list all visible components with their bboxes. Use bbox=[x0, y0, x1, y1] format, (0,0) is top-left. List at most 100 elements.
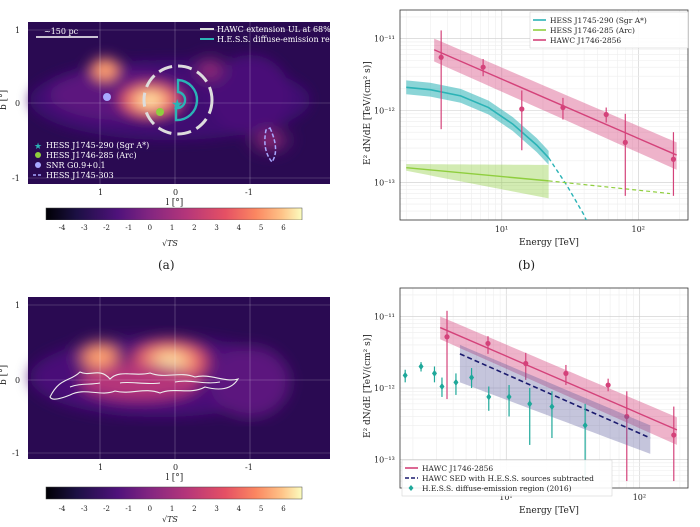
data-point bbox=[622, 139, 628, 146]
legend-box bbox=[401, 459, 613, 497]
y-tick-label: 10⁻¹² bbox=[374, 384, 395, 393]
legend-label: HESS J1746-285 (Arc) bbox=[550, 26, 635, 35]
colorbar-tick: 0 bbox=[148, 505, 152, 513]
map-c-xtick-1: 1 bbox=[98, 463, 103, 472]
colorbar-tick: 6 bbox=[281, 505, 286, 513]
map-c-xtick-m1: -1 bbox=[245, 463, 253, 472]
legend-hawc-ul-label: HAWC extension UL at 68% CL bbox=[217, 25, 345, 34]
data-point bbox=[563, 370, 569, 376]
map-a-ylabel: b [°] bbox=[0, 90, 9, 110]
series-line bbox=[406, 167, 549, 182]
legend-sgra-icon: ★ bbox=[34, 142, 42, 152]
colorbar-tick: 3 bbox=[214, 505, 218, 513]
y-tick-label: 10⁻¹³ bbox=[374, 178, 395, 187]
y-tick-label: 10⁻¹³ bbox=[374, 456, 395, 465]
data-point bbox=[582, 421, 588, 429]
data-point bbox=[453, 378, 459, 386]
colorbar-tick: 4 bbox=[237, 505, 242, 513]
map-c-ytick-1: 1 bbox=[15, 301, 20, 310]
colorbar-tick: 2 bbox=[192, 224, 196, 232]
data-point bbox=[485, 340, 491, 347]
x-axis-label: Energy [TeV] bbox=[519, 238, 579, 248]
legend-box bbox=[529, 11, 689, 49]
x-tick-label: 10¹ bbox=[495, 225, 508, 234]
data-point bbox=[444, 334, 450, 340]
caption-b: (b) bbox=[518, 258, 536, 272]
colorbar-tick: -3 bbox=[81, 505, 88, 513]
series-band bbox=[406, 164, 549, 199]
y-tick-label: 10⁻¹² bbox=[374, 107, 395, 116]
data-point bbox=[506, 393, 512, 401]
data-point bbox=[418, 362, 424, 370]
map-c-xtick-0: 0 bbox=[173, 463, 178, 472]
data-point bbox=[670, 156, 677, 162]
series-line bbox=[406, 86, 550, 159]
data-point bbox=[605, 382, 611, 388]
y-axis-label: E² dN/dE [TeV/(cm² s)] bbox=[362, 334, 373, 438]
legend-label: HESS J1745-290 (Sgr A*) bbox=[550, 16, 647, 25]
map-a-ytick-m1: -1 bbox=[12, 174, 20, 183]
colorbar-tick: -3 bbox=[81, 224, 88, 232]
series-extrapolation bbox=[548, 157, 587, 220]
y-axis-label: E² dN/dE [TeV/(cm² s)] bbox=[362, 61, 373, 165]
colorbar-a-label: √TS bbox=[162, 239, 178, 248]
hess-contours bbox=[49, 371, 240, 400]
map-a-ytick-0: 0 bbox=[15, 99, 20, 108]
legend-j1745-303-label: HESS J1745-303 bbox=[46, 171, 114, 180]
colorbar-tick: 6 bbox=[281, 224, 286, 232]
legend-hess-diffuse-label: H.E.S.S. diffuse-emission region (2016) bbox=[217, 35, 350, 44]
plot-frame bbox=[399, 9, 689, 221]
x-tick-label: 10² bbox=[632, 225, 645, 234]
data-point bbox=[671, 432, 677, 438]
scale-label: ~150 pc bbox=[44, 27, 79, 36]
colorbar-tick: 5 bbox=[259, 505, 263, 513]
map-c-ytick-0: 0 bbox=[15, 376, 20, 385]
colorbar-tick: -4 bbox=[59, 505, 66, 513]
series-band bbox=[440, 316, 677, 445]
series-line bbox=[439, 326, 678, 431]
map-a-grid bbox=[28, 22, 330, 184]
sgr-a-star-marker: ★ bbox=[171, 97, 184, 113]
series-extrapolation bbox=[548, 180, 671, 195]
colorbar-tick: 3 bbox=[214, 224, 218, 232]
sed-chart-d: 10¹ 10² 10⁻¹¹ 10⁻¹² 10⁻¹³ Energy [TeV] E² dN/d… bbox=[362, 287, 689, 516]
x-tick-label: 10¹ bbox=[499, 493, 512, 502]
colorbar-a-ticks: -4 -3 -2 -1 0 1 2 3 4 5 6 √TS bbox=[59, 224, 287, 248]
map-a-xtick-0: 0 bbox=[173, 188, 178, 197]
hess-diffuse-region-outline bbox=[174, 78, 199, 122]
series-line bbox=[433, 49, 677, 156]
colorbar-tick: 5 bbox=[259, 224, 263, 232]
legend-label: HAWC J1746-2856 bbox=[422, 464, 493, 473]
colorbar-tick: 1 bbox=[170, 224, 174, 232]
snr-marker bbox=[103, 93, 111, 101]
x-axis-label: Energy [TeV] bbox=[519, 506, 579, 516]
colorbar-tick: -2 bbox=[103, 224, 110, 232]
legend-arc-icon bbox=[35, 152, 41, 158]
data-point bbox=[523, 360, 529, 367]
data-point bbox=[439, 382, 445, 390]
colorbar-tick: 4 bbox=[237, 224, 242, 232]
series-band bbox=[434, 38, 677, 170]
map-a-xtick-1: 1 bbox=[98, 188, 103, 197]
colorbar-c bbox=[45, 486, 303, 500]
hawc-extension-circle bbox=[142, 64, 214, 136]
legend-arc-label: HESS J1746-285 (Arc) bbox=[46, 151, 137, 160]
colorbar-tick: 0 bbox=[148, 224, 152, 232]
map-a-xlabel: l [°] bbox=[166, 198, 183, 208]
map-c-grid bbox=[28, 297, 330, 459]
colorbar-tick: -1 bbox=[125, 224, 132, 232]
data-point bbox=[486, 393, 492, 401]
legend-swatch bbox=[408, 485, 414, 491]
legend-label: HAWC J1746-2856 bbox=[550, 36, 621, 45]
data-point bbox=[469, 374, 475, 382]
y-tick-label: 10⁻¹¹ bbox=[374, 35, 395, 44]
colorbar-c-label: √TS bbox=[162, 515, 178, 524]
colorbar-tick: -4 bbox=[59, 224, 66, 232]
sky-map-panel-a: ★ ~150 pc HAWC extension UL at 68% CL H.… bbox=[0, 22, 350, 220]
data-point bbox=[549, 403, 555, 411]
caption-a: (a) bbox=[158, 258, 175, 272]
data-point bbox=[438, 54, 444, 60]
map-c-xlabel: l [°] bbox=[166, 473, 183, 483]
data-point bbox=[402, 371, 408, 379]
plot-area bbox=[402, 310, 678, 482]
